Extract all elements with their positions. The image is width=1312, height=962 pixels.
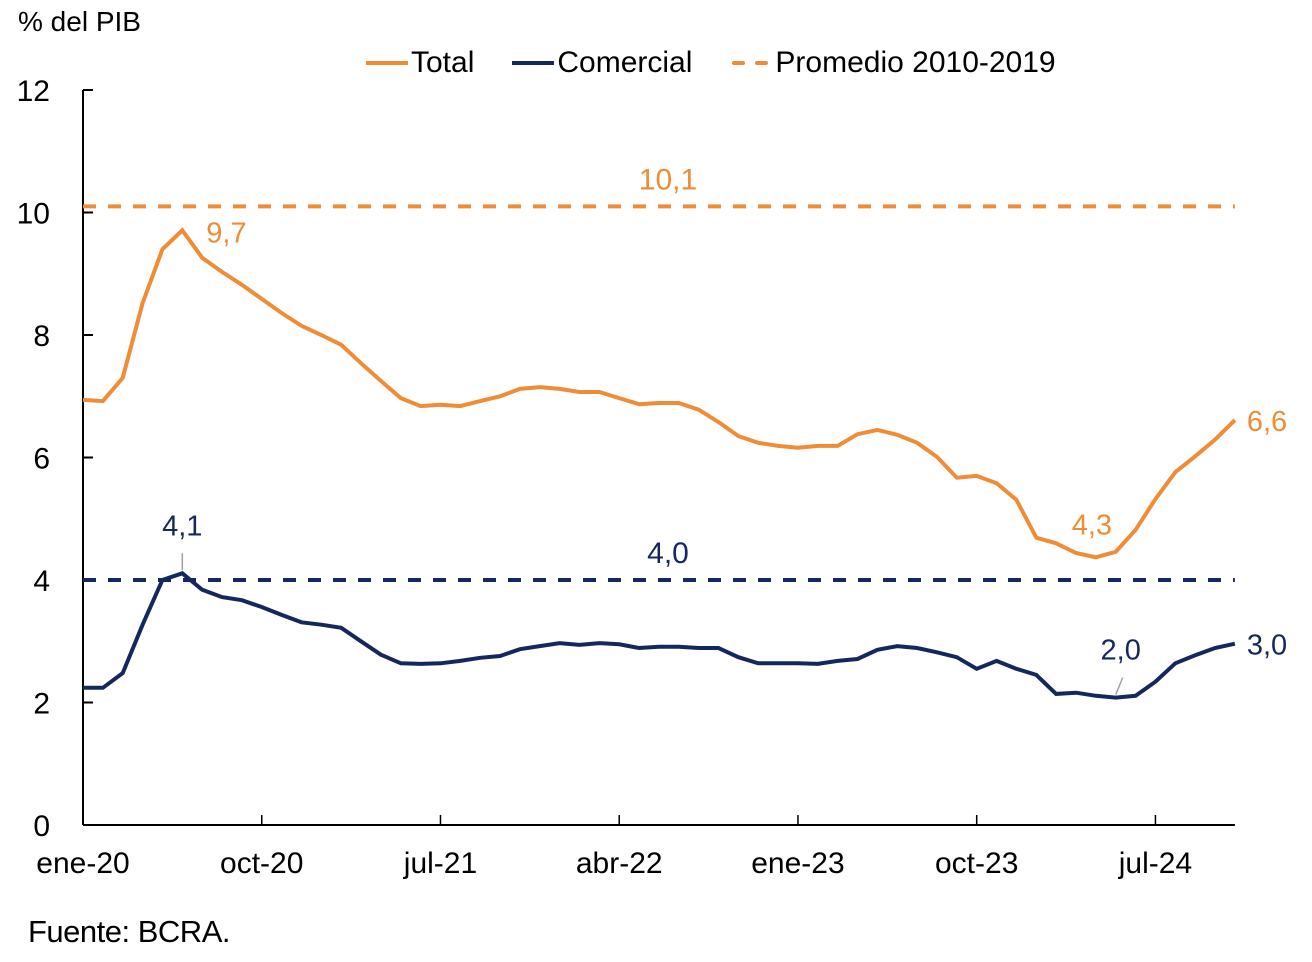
- legend-swatch-promedio: [730, 61, 772, 65]
- legend-swatch-total: [366, 61, 408, 65]
- source-note: Fuente: BCRA.: [28, 914, 230, 949]
- y-tick-label: 4: [33, 565, 50, 598]
- data-label: 4,3: [1072, 509, 1112, 541]
- x-tick-label: jul-21: [403, 847, 477, 880]
- reference-line-label: 4,0: [647, 537, 689, 570]
- reference-lines: 10,1 4,0: [83, 163, 1235, 582]
- x-tick-label: jul-24: [1118, 847, 1192, 880]
- data-labels: 9,7 4,3 6,6 4,1 2,0 3,0: [162, 217, 1287, 695]
- y-tick-label: 2: [33, 688, 50, 721]
- legend-label-total: Total: [411, 46, 475, 79]
- data-label: 3,0: [1247, 630, 1287, 662]
- data-label: 4,1: [162, 510, 202, 542]
- legend-swatch-comercial: [512, 61, 555, 65]
- y-tick-label: 10: [17, 198, 50, 231]
- y-tick-label: 8: [33, 320, 50, 353]
- annotation-leader: [1115, 677, 1124, 695]
- legend-item-total: Total: [366, 46, 474, 80]
- legend-item-promedio: Promedio 2010-2019: [730, 46, 1056, 80]
- legend-label-promedio: Promedio 2010-2019: [775, 46, 1056, 79]
- y-tick-label: 12: [17, 75, 50, 108]
- x-tick-label: ene-23: [751, 847, 844, 880]
- legend-item-comercial: Comercial: [512, 46, 692, 80]
- y-axis-unit-label: % del PIB: [18, 6, 141, 37]
- reference-line-label: 10,1: [639, 163, 697, 196]
- x-tick-label: ene-20: [36, 847, 129, 880]
- x-tick-label: oct-20: [220, 847, 303, 880]
- data-label: 9,7: [206, 217, 246, 249]
- data-label: 6,6: [1247, 406, 1287, 438]
- y-tick-label: 0: [33, 810, 50, 843]
- series-lines: [82, 227, 1237, 700]
- x-tick-label: abr-22: [576, 847, 663, 880]
- y-tick-label: 6: [33, 443, 50, 476]
- legend: Total Comercial Promedio 2010-2019: [366, 46, 1094, 80]
- axes: 0 2 4 6 8 10 12 ene-20 oct-20 jul-21 abr-22 ene-23 o…: [17, 75, 1235, 880]
- series-line-comercial: [83, 571, 1236, 700]
- data-label: 2,0: [1101, 635, 1141, 667]
- x-tick-label: oct-23: [935, 847, 1018, 880]
- legend-label-comercial: Comercial: [557, 46, 693, 79]
- series-line-total: [82, 227, 1237, 560]
